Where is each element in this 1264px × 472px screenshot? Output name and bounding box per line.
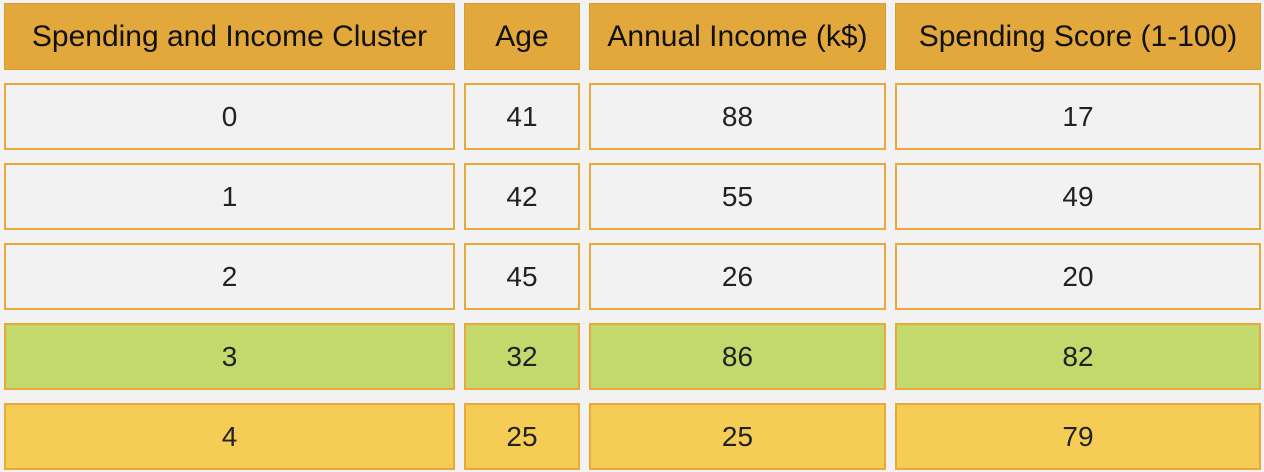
cell-row-3-annual-income: 86 <box>589 323 886 390</box>
header-cluster: Spending and Income Cluster <box>4 3 455 70</box>
cell-row-0-annual-income: 88 <box>589 83 886 150</box>
cell-row-1-spending-score: 49 <box>895 163 1261 230</box>
cell-row-3-cluster: 3 <box>4 323 455 390</box>
header-age: Age <box>464 3 580 70</box>
cell-row-0-age: 41 <box>464 83 580 150</box>
header-spending-score: Spending Score (1-100) <box>895 3 1261 70</box>
cell-row-4-annual-income: 25 <box>589 403 886 470</box>
cell-row-2-spending-score: 20 <box>895 243 1261 310</box>
cell-row-3-age: 32 <box>464 323 580 390</box>
cell-row-2-cluster: 2 <box>4 243 455 310</box>
cell-row-2-annual-income: 26 <box>589 243 886 310</box>
cell-row-2-age: 45 <box>464 243 580 310</box>
cell-row-4-age: 25 <box>464 403 580 470</box>
cell-row-4-cluster: 4 <box>4 403 455 470</box>
cell-row-4-spending-score: 79 <box>895 403 1261 470</box>
cell-row-3-spending-score: 82 <box>895 323 1261 390</box>
cell-row-1-cluster: 1 <box>4 163 455 230</box>
cell-row-1-age: 42 <box>464 163 580 230</box>
cell-row-0-cluster: 0 <box>4 83 455 150</box>
cell-row-0-spending-score: 17 <box>895 83 1261 150</box>
cell-row-1-annual-income: 55 <box>589 163 886 230</box>
header-annual-income: Annual Income (k$) <box>589 3 886 70</box>
